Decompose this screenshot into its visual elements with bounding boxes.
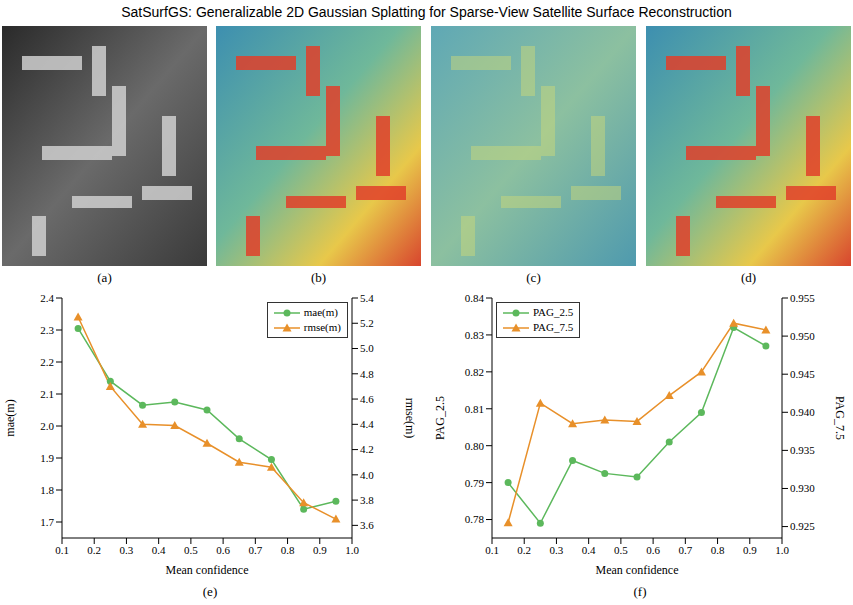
svg-text:Mean confidence: Mean confidence xyxy=(166,563,249,577)
html-text:(c): (c) xyxy=(526,270,541,285)
svg-text:0.1: 0.1 xyxy=(485,544,499,556)
svg-text:Mean confidence: Mean confidence xyxy=(596,563,679,577)
svg-text:2.4: 2.4 xyxy=(40,292,54,304)
svg-text:0.80: 0.80 xyxy=(465,440,485,452)
svg-text:5.0: 5.0 xyxy=(360,342,374,354)
svg-text:2.3: 2.3 xyxy=(40,324,54,336)
svg-text:0.955: 0.955 xyxy=(790,292,815,304)
svg-text:0.3: 0.3 xyxy=(120,544,134,556)
svg-text:1.0: 1.0 xyxy=(775,544,789,556)
svg-text:0.2: 0.2 xyxy=(517,544,531,556)
svg-text:5.4: 5.4 xyxy=(360,292,374,304)
svg-text:0.3: 0.3 xyxy=(550,544,564,556)
svg-text:0.78: 0.78 xyxy=(465,513,485,525)
svg-text:0.8: 0.8 xyxy=(281,544,295,556)
svg-text:0.6: 0.6 xyxy=(216,544,230,556)
svg-text:0.9: 0.9 xyxy=(313,544,327,556)
svg-text:4.8: 4.8 xyxy=(360,368,374,380)
svg-text:0.6: 0.6 xyxy=(646,544,660,556)
svg-text:0.9: 0.9 xyxy=(743,544,757,556)
svg-text:0.2: 0.2 xyxy=(87,544,101,556)
svg-text:PAG_2.5: PAG_2.5 xyxy=(433,396,447,440)
html-text:(f): (f) xyxy=(633,584,647,599)
svg-text:0.5: 0.5 xyxy=(614,544,628,556)
svg-text:0.4: 0.4 xyxy=(152,544,166,556)
svg-text:0.925: 0.925 xyxy=(790,520,815,532)
svg-text:3.6: 3.6 xyxy=(360,519,374,531)
html-text:(d): (d) xyxy=(740,270,757,285)
svg-text:1.0: 1.0 xyxy=(345,544,359,556)
svg-text:4.4: 4.4 xyxy=(360,418,374,430)
svg-text:0.5: 0.5 xyxy=(184,544,198,556)
svg-text:0.84: 0.84 xyxy=(465,292,485,304)
svg-text:0.1: 0.1 xyxy=(55,544,69,556)
svg-text:0.940: 0.940 xyxy=(790,406,815,418)
svg-text:0.945: 0.945 xyxy=(790,368,815,380)
svg-text:0.83: 0.83 xyxy=(465,329,485,341)
svg-text:0.79: 0.79 xyxy=(465,477,485,489)
svg-text:0.930: 0.930 xyxy=(790,482,815,494)
svg-text:1.8: 1.8 xyxy=(40,484,54,496)
svg-text:0.950: 0.950 xyxy=(790,330,815,342)
html-text:SatSurfGS: Generalizable 2D Ga: SatSurfGS: Generalizable 2D Gaussian Spl… xyxy=(121,4,732,20)
html-text:mae(m): mae(m) xyxy=(303,306,338,318)
html-text:rmse(m): rmse(m) xyxy=(303,321,341,333)
html-text:(e): (e) xyxy=(202,584,218,599)
svg-text:mae(m): mae(m) xyxy=(3,399,17,436)
svg-text:0.935: 0.935 xyxy=(790,444,815,456)
svg-text:4.2: 4.2 xyxy=(360,443,374,455)
svg-text:PAG_7.5: PAG_7.5 xyxy=(833,396,847,440)
svg-text:4.0: 4.0 xyxy=(360,469,374,481)
svg-text:rmse(m): rmse(m) xyxy=(403,398,417,439)
svg-text:1.9: 1.9 xyxy=(40,452,54,464)
html-text:(a): (a) xyxy=(97,270,112,285)
svg-text:0.8: 0.8 xyxy=(711,544,725,556)
svg-text:0.7: 0.7 xyxy=(248,544,262,556)
html-text:PAG_2.5: PAG_2.5 xyxy=(533,306,574,318)
svg-text:4.6: 4.6 xyxy=(360,393,374,405)
svg-text:2.0: 2.0 xyxy=(40,420,54,432)
html-text:(b): (b) xyxy=(310,270,327,285)
svg-text:2.2: 2.2 xyxy=(40,356,54,368)
svg-text:0.7: 0.7 xyxy=(678,544,692,556)
html-text:PAG_7.5: PAG_7.5 xyxy=(533,321,574,333)
svg-text:0.82: 0.82 xyxy=(465,366,484,378)
svg-text:0.4: 0.4 xyxy=(582,544,596,556)
svg-text:0.81: 0.81 xyxy=(465,403,484,415)
svg-text:2.1: 2.1 xyxy=(40,388,54,400)
svg-text:3.8: 3.8 xyxy=(360,494,374,506)
svg-text:5.2: 5.2 xyxy=(360,317,374,329)
svg-text:1.7: 1.7 xyxy=(40,516,54,528)
